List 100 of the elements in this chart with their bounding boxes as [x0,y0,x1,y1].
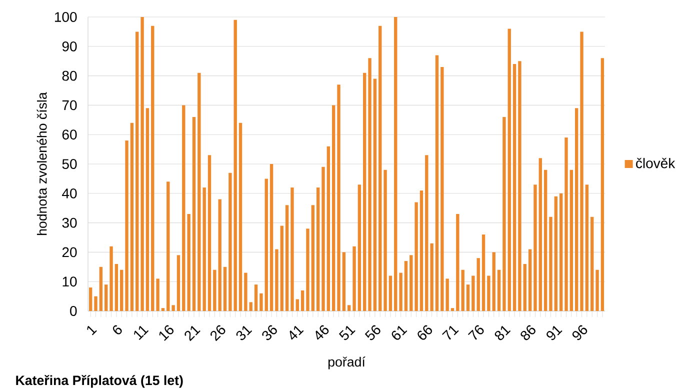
bar [388,276,392,311]
x-tick-label: 51 [338,326,356,340]
bar [378,26,382,311]
bar [172,305,175,311]
bar [570,170,574,311]
x-tick-label: 46 [316,325,329,340]
bar [156,278,160,311]
bar [425,155,428,311]
bar [600,58,604,311]
bar [564,138,568,311]
bar [311,205,315,311]
bar [238,122,242,311]
bar [264,178,268,311]
bar [290,188,294,311]
bar [254,284,258,311]
bar [332,105,336,311]
x-tick-label: 76 [468,325,484,340]
bar [192,116,196,311]
x-tick-label: 16 [159,325,174,341]
bar [114,264,118,311]
bar [337,84,340,311]
bar [585,184,589,311]
bar [508,28,511,311]
x-tick-label: 26 [210,325,226,342]
y-tick-label: 0 [70,306,77,316]
bar [523,264,526,311]
bar [414,202,418,311]
x-axis-title: pořadí [328,356,366,370]
y-tick-label: 70 [62,100,77,110]
x-tick-label: 81 [494,326,511,340]
y-tick-label: 10 [62,276,77,287]
bar [502,116,506,311]
bar [120,270,124,311]
bar [176,255,180,311]
bar [136,32,139,311]
bar [512,64,516,311]
bar [223,266,227,311]
bar [404,261,408,311]
bar [296,299,299,311]
x-tick-label: 21 [184,326,200,342]
bar [322,166,325,311]
bar [518,61,522,311]
bar [482,234,486,311]
x-tick-label: 41 [290,326,304,340]
bar [146,108,150,311]
bar [549,216,552,311]
y-tick-label: 100 [55,12,77,22]
bar [352,246,356,311]
bar [497,270,501,311]
bar [110,246,113,311]
bar [140,16,144,311]
bar [538,158,542,311]
bar [410,255,413,311]
bar [435,55,439,311]
x-tick-label: 96 [572,325,588,340]
bar [430,243,434,311]
bar [492,252,496,311]
bar [326,146,330,311]
bar [130,122,134,311]
bar [394,16,398,311]
bar [285,205,289,311]
bar [166,182,170,311]
y-tick-label: 20 [62,247,77,258]
bar [104,284,108,311]
bar [420,190,424,311]
bar [234,20,237,311]
x-tick-label: 66 [418,325,432,340]
bar [300,290,304,311]
y-tick-label: 90 [62,41,77,52]
x-tick-label: 61 [392,326,408,340]
bar [249,302,252,311]
bar [399,272,402,311]
bar [125,140,128,311]
x-tick-label: 56 [364,325,380,340]
bar [347,305,351,311]
bar [280,226,284,311]
bar [574,108,578,311]
bar [590,216,594,311]
bar [580,32,584,311]
y-axis-title: hodnota zvoleného čísla [36,92,47,235]
bar [466,284,470,311]
bar [596,270,599,311]
bar [270,164,274,311]
bar [559,193,563,311]
bar [384,170,387,311]
bar [342,252,346,311]
text: Kateřina Příplatová (15 let) [16,375,183,388]
bar [363,72,366,311]
bar [94,296,98,311]
x-tick-label: 91 [546,326,562,340]
bar [358,184,362,311]
y-tick-label: 40 [62,188,77,198]
bar [99,266,103,311]
bar [260,293,263,311]
x-tick-label: 36 [262,325,277,340]
bar [450,308,454,311]
y-tick-label: 60 [62,130,77,140]
bar [306,228,310,311]
bar [244,272,248,311]
bar [487,276,490,311]
